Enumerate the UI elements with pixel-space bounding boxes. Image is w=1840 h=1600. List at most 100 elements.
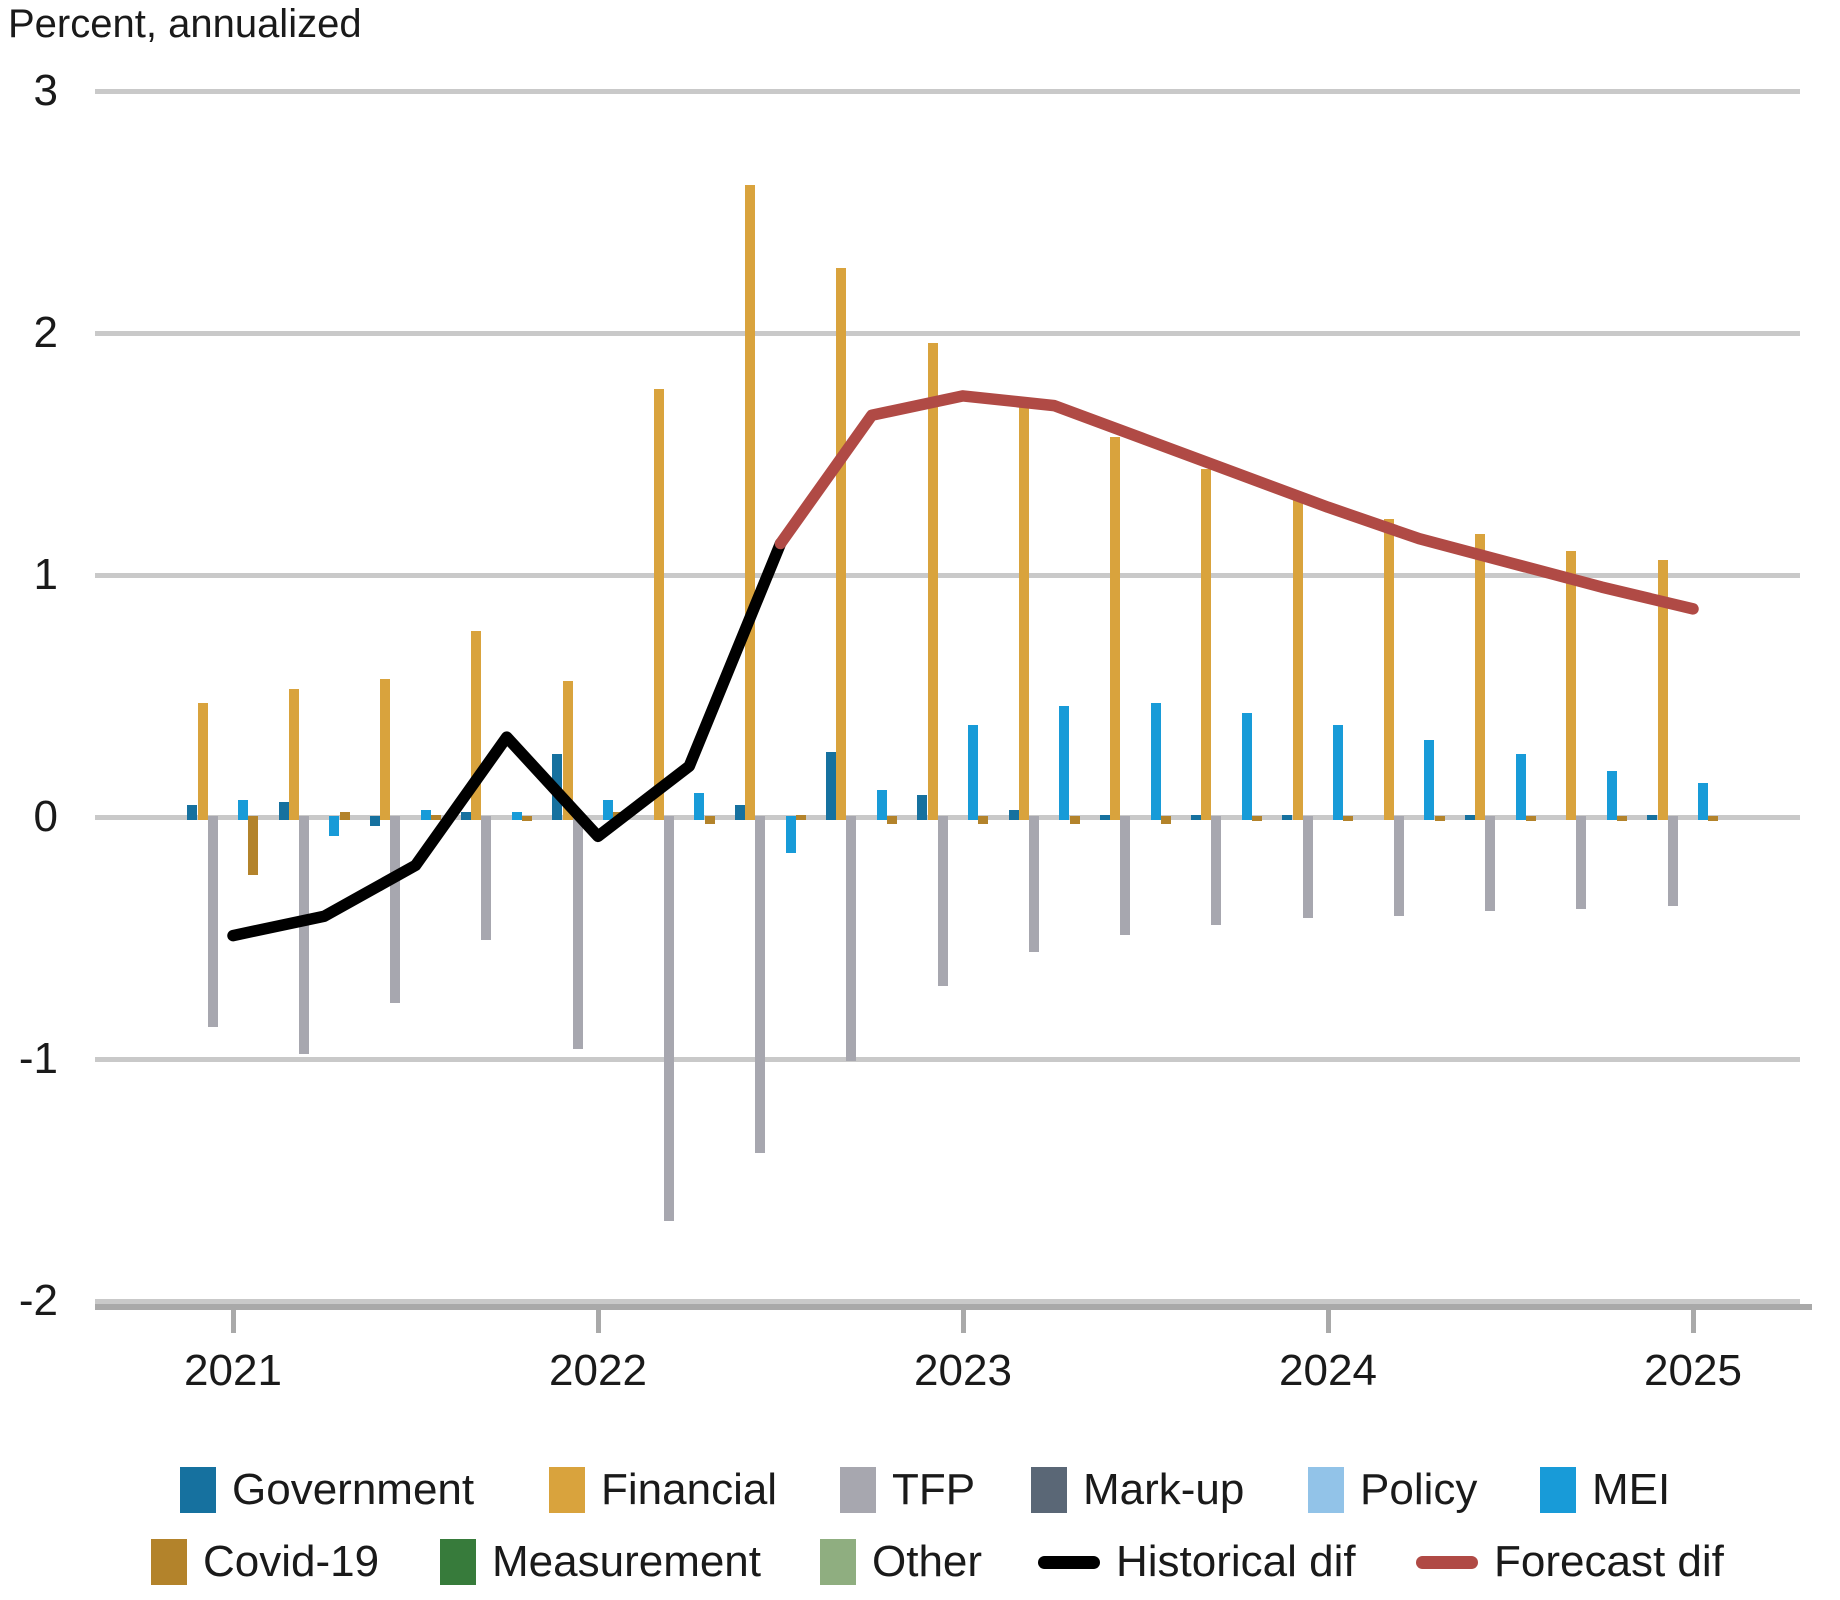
- x-axis-line: [95, 1304, 1812, 1310]
- bar-tfp: [663, 816, 674, 1221]
- x-axis-tick: [595, 1308, 601, 1333]
- bar-covid: [1343, 816, 1354, 822]
- bar-financial: [1566, 550, 1577, 820]
- bar-mei: [785, 816, 796, 853]
- bar-mei: [1241, 712, 1252, 820]
- bar-mei: [1606, 771, 1617, 820]
- bar-mei: [968, 725, 979, 820]
- legend-item-other: Other: [820, 1534, 982, 1590]
- bar-financial: [836, 267, 847, 820]
- bar-covid: [887, 816, 898, 824]
- legend-label-government: Government: [232, 1465, 475, 1514]
- bar-financial: [471, 630, 482, 820]
- bar-mei: [511, 812, 522, 820]
- legend-swatch-mei: [1540, 1467, 1576, 1513]
- bar-financial: [653, 388, 664, 820]
- bar-tfp: [1211, 816, 1222, 926]
- bar-financial: [380, 679, 391, 820]
- legend-label-covid: Covid-19: [203, 1537, 380, 1586]
- x-axis-tick: [1690, 1308, 1696, 1333]
- legend-swatch-tfp: [840, 1467, 876, 1513]
- bar-government: [917, 795, 928, 820]
- legend-item-government: Government: [180, 1462, 474, 1518]
- bar-government: [826, 751, 837, 820]
- bar-tfp: [1576, 816, 1587, 909]
- bar-government: [552, 754, 563, 820]
- legend-label-markup: Mark-up: [1083, 1465, 1245, 1514]
- bar-covid: [795, 814, 806, 820]
- gridline: [95, 1056, 1800, 1062]
- legend-item-financial: Financial: [549, 1462, 777, 1518]
- x-axis-year-label: 2021: [184, 1346, 282, 1395]
- gridline: [95, 88, 1800, 94]
- legend-label-mei: MEI: [1592, 1465, 1671, 1514]
- bar-government: [1099, 814, 1110, 820]
- bar-mei: [420, 809, 431, 820]
- bar-tfp: [298, 816, 309, 1054]
- legend-label-forecast-dif: Forecast dif: [1494, 1537, 1724, 1586]
- legend-line-historical-icon: [1038, 1555, 1100, 1569]
- bar-financial: [1018, 398, 1029, 820]
- bar-government: [1008, 809, 1019, 820]
- bar-covid: [1252, 816, 1263, 822]
- bar-mei: [329, 816, 340, 836]
- bar-financial: [1657, 560, 1668, 820]
- legend-item-measurement: Measurement: [440, 1534, 761, 1590]
- bar-covid: [978, 816, 989, 824]
- bar-covid: [1434, 816, 1445, 822]
- x-axis-year-label: 2022: [549, 1346, 647, 1395]
- x-axis-tick: [1325, 1308, 1331, 1333]
- gridline: [95, 572, 1800, 578]
- legend-label-financial: Financial: [601, 1465, 778, 1514]
- bar-financial: [562, 681, 573, 820]
- legend-swatch-government: [180, 1467, 216, 1513]
- bar-financial: [745, 185, 756, 820]
- x-axis-year-label: 2023: [914, 1346, 1012, 1395]
- bar-covid: [704, 816, 715, 824]
- y-axis-tick-label: 3: [33, 66, 58, 115]
- bar-mei: [1424, 739, 1435, 820]
- bar-government: [369, 816, 380, 827]
- bar-mei: [1698, 783, 1709, 820]
- legend-label-policy: Policy: [1360, 1465, 1478, 1514]
- legend-swatch-policy: [1308, 1467, 1344, 1513]
- legend-swatch-financial: [549, 1467, 585, 1513]
- bar-financial: [197, 703, 208, 820]
- legend-swatch-measurement: [440, 1539, 476, 1585]
- legend-item-policy: Policy: [1308, 1462, 1477, 1518]
- legend-item-markup: Mark-up: [1031, 1462, 1244, 1518]
- bar-government: [278, 802, 289, 820]
- bar-tfp: [846, 816, 857, 1061]
- bar-financial: [1475, 533, 1486, 820]
- y-axis-tick-label: -2: [18, 1276, 58, 1325]
- x-axis-tick: [230, 1308, 236, 1333]
- legend-swatch-markup: [1031, 1467, 1067, 1513]
- legend-item-historical-dif: Historical dif: [1038, 1534, 1356, 1590]
- legend-label-measurement: Measurement: [492, 1537, 762, 1586]
- historical-line: [227, 537, 787, 942]
- gridline: [95, 1298, 1800, 1304]
- bar-tfp: [1028, 816, 1039, 953]
- legend-item-mei: MEI: [1540, 1462, 1670, 1518]
- bar-tfp: [481, 816, 492, 940]
- bar-financial: [288, 688, 299, 820]
- bar-tfp: [937, 816, 948, 986]
- legend-item-tfp: TFP: [840, 1462, 975, 1518]
- bar-covid: [248, 816, 259, 875]
- legend-label-historical-dif: Historical dif: [1116, 1537, 1356, 1586]
- y-axis-tick-label: 0: [33, 792, 58, 841]
- bar-government: [461, 812, 472, 820]
- bar-financial: [1292, 497, 1303, 820]
- bar-covid: [1160, 816, 1171, 824]
- bar-government: [187, 804, 198, 820]
- bar-covid: [339, 812, 350, 820]
- bar-mei: [694, 792, 705, 820]
- gridline: [95, 330, 1800, 336]
- bar-government: [1647, 814, 1658, 820]
- bar-mei: [1059, 705, 1070, 820]
- bar-financial: [1383, 519, 1394, 820]
- legend-line-forecast-icon: [1416, 1555, 1478, 1569]
- bar-tfp: [1667, 816, 1678, 907]
- bar-tfp: [1120, 816, 1131, 936]
- bar-government: [734, 804, 745, 820]
